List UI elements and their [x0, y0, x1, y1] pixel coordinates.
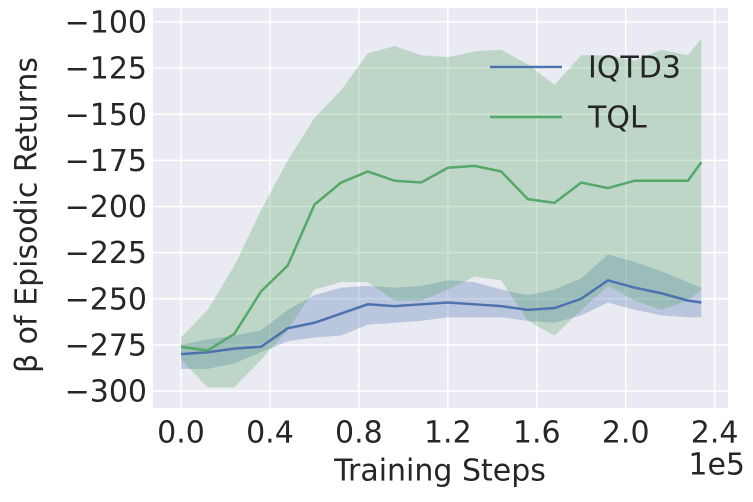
y-tick-label: −275 [65, 328, 147, 363]
y-tick-label: −225 [65, 236, 147, 271]
y-tick-label: −200 [65, 190, 147, 225]
x-tick-label: 1.2 [424, 416, 472, 451]
y-tick-label: −175 [65, 144, 147, 179]
error-band [181, 254, 702, 369]
x-tick-label: 0.4 [246, 416, 294, 451]
y-tick-label: −250 [65, 282, 147, 317]
error-band [181, 38, 702, 388]
x-axis-label: Training Steps [333, 454, 546, 489]
y-tick-label: −150 [65, 98, 147, 133]
plot-area [153, 8, 728, 408]
legend-label: IQTD3 [588, 51, 681, 86]
x-tick-label: 0.0 [157, 416, 205, 451]
y-tick-label: −100 [65, 6, 147, 41]
x-offset-label: 1e5 [688, 448, 745, 483]
line [180, 161, 703, 352]
x-tick-label: 2.4 [691, 416, 739, 451]
legend-label: TQL [587, 101, 647, 136]
line [180, 278, 702, 356]
x-tick-label: 1.6 [513, 416, 561, 451]
y-axis-label: β of Episodic Returns [10, 57, 45, 373]
y-tick-label: −300 [65, 375, 147, 410]
y-tick-label: −125 [65, 52, 147, 87]
x-tick-label: 2.0 [602, 416, 650, 451]
x-tick-label: 0.8 [335, 416, 383, 451]
